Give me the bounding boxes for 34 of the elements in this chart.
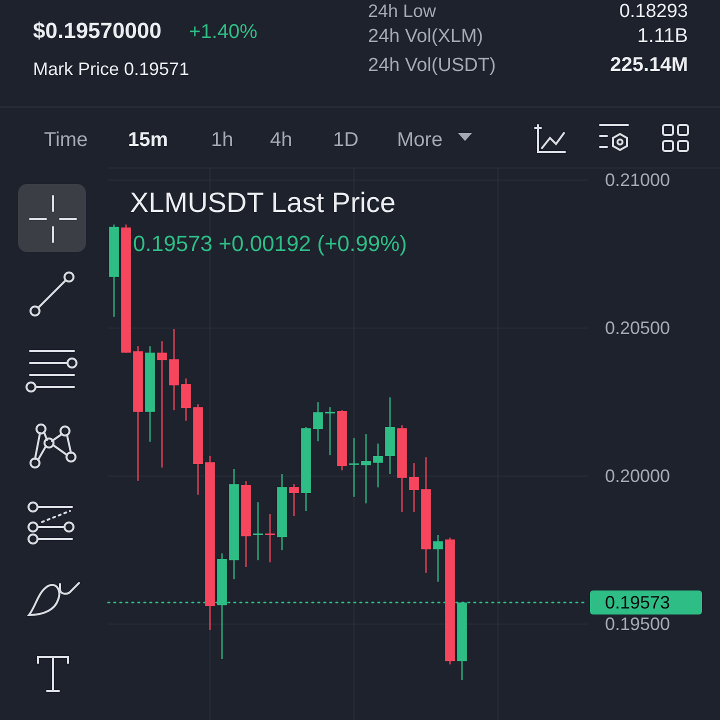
text: 24h Vol(USDT)	[368, 55, 496, 76]
text: +1.40%	[189, 21, 258, 43]
text: 1D	[333, 129, 359, 151]
y-tick-label: 0.21000	[605, 170, 670, 190]
text: 24h Vol(XLM)	[368, 26, 484, 47]
text: XLMUSDT Last Price	[130, 187, 396, 218]
text: Mark Price 0.19571	[33, 59, 190, 79]
text: 0.19573 +0.00192 (+0.99%)	[133, 231, 408, 256]
candlestick	[157, 340, 167, 468]
candlestick	[409, 462, 419, 513]
text: 225.14M	[610, 54, 688, 76]
candlestick	[325, 406, 335, 456]
text: 24h Low	[368, 1, 438, 21]
candlestick	[349, 437, 359, 498]
ref-line-label: 0.19573	[605, 592, 670, 612]
candlestick	[265, 513, 275, 563]
text: Time	[44, 129, 88, 151]
text: 4h	[270, 129, 292, 151]
candlestick	[289, 483, 299, 517]
text: 1.11B	[637, 25, 688, 47]
text: 15m	[128, 129, 168, 151]
candlestick	[313, 401, 323, 442]
text: 1h	[211, 129, 234, 151]
text: 0.18293	[619, 1, 688, 22]
candlestick	[373, 442, 383, 488]
candlestick	[433, 534, 443, 582]
candlestick	[361, 433, 371, 504]
y-tick-label: 0.19500	[605, 614, 670, 634]
candlestick	[253, 502, 263, 561]
y-tick-label: 0.20000	[605, 466, 670, 486]
y-tick-label: 0.20500	[605, 318, 670, 338]
text: $0.19570000	[33, 18, 162, 43]
candlestick	[181, 378, 191, 422]
text: More	[397, 129, 443, 151]
